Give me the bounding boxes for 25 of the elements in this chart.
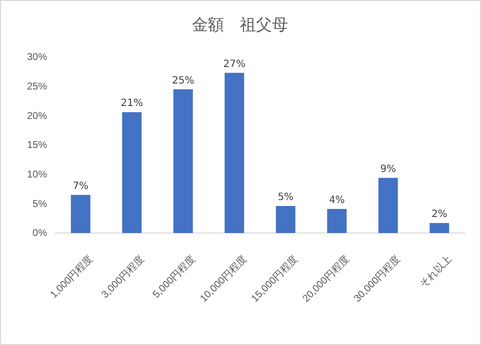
data-label: 9% xyxy=(380,164,396,175)
y-tick-label: 20% xyxy=(26,110,48,122)
bar xyxy=(378,178,398,233)
bar xyxy=(122,112,142,233)
bar xyxy=(430,223,450,233)
bar xyxy=(224,72,244,233)
bar xyxy=(327,208,347,233)
bar xyxy=(276,206,296,233)
y-tick-label: 5% xyxy=(32,198,48,210)
data-label: 27% xyxy=(223,58,246,70)
data-label: 2% xyxy=(431,209,448,220)
data-label: 5% xyxy=(278,192,294,204)
chart-title: 金額 祖父母 xyxy=(192,15,288,34)
data-label: 4% xyxy=(328,194,345,206)
data-label: 25% xyxy=(172,75,194,86)
data-label: 21% xyxy=(120,98,143,110)
y-tick-label: 25% xyxy=(26,82,48,93)
x-tick-label: それ以上 xyxy=(417,253,454,290)
y-tick-label: 0% xyxy=(32,228,48,240)
bar xyxy=(173,89,193,233)
data-label: 7% xyxy=(72,180,89,192)
y-tick-label: 15% xyxy=(26,140,48,152)
y-tick-label: 10% xyxy=(26,170,48,181)
y-tick-label: 30% xyxy=(26,52,48,64)
bar xyxy=(70,194,90,233)
